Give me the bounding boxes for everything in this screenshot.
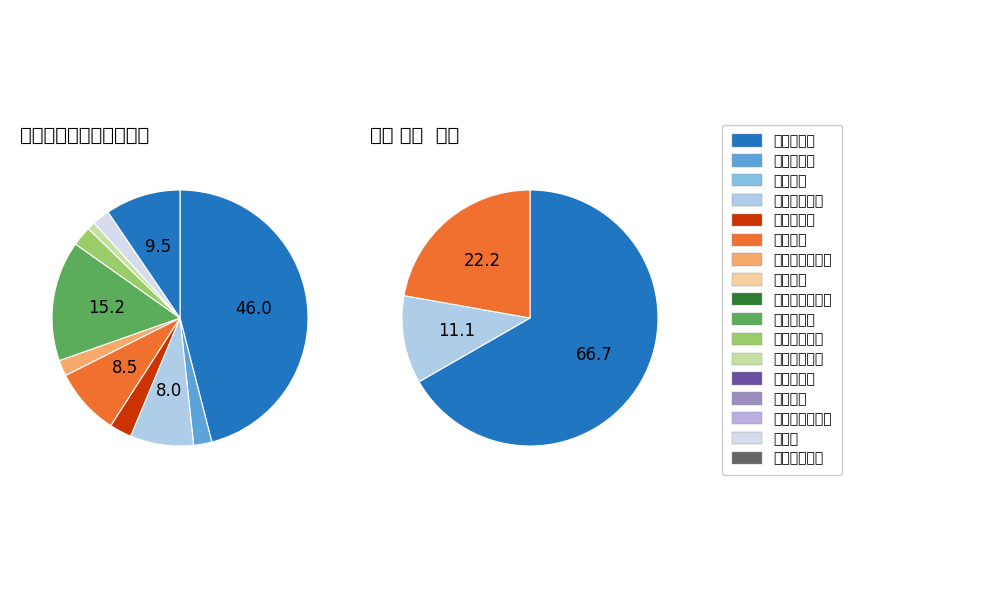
Wedge shape [108,190,180,318]
Wedge shape [180,318,212,445]
Wedge shape [52,244,180,361]
Text: 9.5: 9.5 [145,238,171,256]
Wedge shape [419,190,658,446]
Wedge shape [111,318,180,436]
Wedge shape [402,296,530,382]
Text: 46.0: 46.0 [235,299,272,317]
Text: 15.2: 15.2 [88,299,125,317]
Wedge shape [180,190,308,442]
Text: 8.5: 8.5 [112,359,138,377]
Text: 8.0: 8.0 [156,382,182,400]
Wedge shape [66,318,180,425]
Wedge shape [131,318,194,446]
Wedge shape [94,212,180,318]
Wedge shape [404,190,530,318]
Legend: ストレート, ツーシーム, シュート, カットボール, スプリット, フォーク, チェンジアップ, シンカー, 高速スライダー, スライダー, 縦スライダー, : ストレート, ツーシーム, シュート, カットボール, スプリット, フォーク,… [722,125,842,475]
Wedge shape [88,223,180,318]
Text: 22.2: 22.2 [464,252,501,270]
Wedge shape [59,318,180,376]
Text: パ・リーグ全プレイヤー: パ・リーグ全プレイヤー [20,127,149,145]
Text: 11.1: 11.1 [438,322,475,340]
Wedge shape [76,229,180,318]
Text: 66.7: 66.7 [576,346,613,364]
Text: 田中 和基  選手: 田中 和基 選手 [370,127,459,145]
